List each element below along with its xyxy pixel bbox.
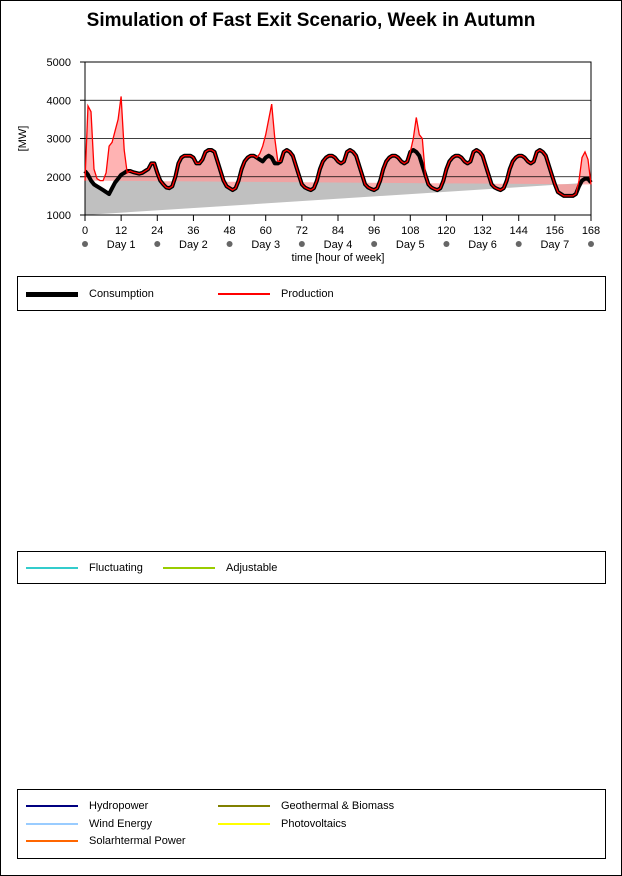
x-tick-label: 156 xyxy=(546,225,564,237)
x-day-label: Day 4 xyxy=(324,239,353,251)
legend-swatch xyxy=(26,567,78,569)
day-boundary-dot xyxy=(371,241,378,247)
x-tick-label: 36 xyxy=(187,225,199,237)
series-line-production xyxy=(84,96,592,197)
x-tick-label: 144 xyxy=(510,225,528,237)
legend-label: Production xyxy=(281,288,334,300)
legend-label: Consumption xyxy=(89,288,154,300)
legend-label: Geothermal & Biomass xyxy=(281,800,395,812)
legend-label: Photovoltaics xyxy=(281,818,347,830)
legend-swatch xyxy=(26,805,78,807)
day-boundary-dot xyxy=(226,241,233,247)
x-day-label: Day 5 xyxy=(396,239,425,251)
legend-panel-3: Hydropower Geothermal & Biomass Wind Energ… xyxy=(17,789,606,859)
x-tick-label: 24 xyxy=(151,225,163,237)
legend-panel-2: Fluctuating Adjustable xyxy=(17,551,606,584)
x-tick-label: 0 xyxy=(82,225,88,237)
y-tick-label: 5000 xyxy=(47,57,71,69)
day-boundary-dot xyxy=(82,241,88,247)
x-tick-label: 96 xyxy=(368,225,380,237)
x-tick-label: 60 xyxy=(260,225,272,237)
day-boundary-dot xyxy=(588,241,594,247)
legend-swatch xyxy=(218,805,270,807)
x-day-label: Day 2 xyxy=(179,239,208,251)
legend-panel-1: Consumption Production xyxy=(17,276,606,311)
y-tick-label: 3000 xyxy=(47,134,71,146)
legend-label: Solarhtermal Power xyxy=(89,835,186,847)
chart-generation-sources: 01000200030004000[MW]0122436486072849610… xyxy=(0,0,622,270)
legend-label: Hydropower xyxy=(89,800,149,812)
legend-label: Fluctuating xyxy=(89,562,143,574)
x-day-label: Day 3 xyxy=(251,239,280,251)
day-boundary-dot xyxy=(154,241,161,247)
x-tick-label: 72 xyxy=(296,225,308,237)
y-axis-label: [MW] xyxy=(17,126,29,152)
x-day-label: Day 1 xyxy=(107,239,136,251)
legend-swatch xyxy=(26,840,78,842)
x-tick-label: 132 xyxy=(473,225,491,237)
legend-swatch xyxy=(218,823,270,825)
x-day-label: Day 6 xyxy=(468,239,497,251)
x-day-label: Day 7 xyxy=(540,239,569,251)
x-tick-label: 84 xyxy=(332,225,344,237)
legend-swatch xyxy=(26,823,78,825)
legend-swatch xyxy=(26,292,78,297)
legend-label: Wind Energy xyxy=(89,818,152,830)
chart-consumption-production: 1000 2000 3000 4000 5000 [MW] 0 12 24 36 48 60 72 84 9… xyxy=(17,57,600,264)
x-tick-label: 120 xyxy=(437,225,455,237)
legend-swatch xyxy=(218,293,270,295)
y-tick-label: 1000 xyxy=(47,210,71,222)
surplus-area xyxy=(85,96,591,196)
x-tick-label: 48 xyxy=(223,225,235,237)
y-tick-label: 2000 xyxy=(47,172,71,184)
x-tick-label: 168 xyxy=(582,225,600,237)
day-boundary-dot xyxy=(515,241,522,247)
legend-swatch xyxy=(163,567,215,569)
x-axis-label: time [hour of week] xyxy=(292,252,385,264)
figure-title: Simulation of Fast Exit Scenario, Week i… xyxy=(86,10,536,31)
x-tick-label: 108 xyxy=(401,225,419,237)
legend-label: Adjustable xyxy=(226,562,278,574)
y-tick-label: 4000 xyxy=(47,95,71,107)
day-boundary-dot xyxy=(443,241,450,247)
day-boundary-dot xyxy=(298,241,305,247)
x-tick-label: 12 xyxy=(115,225,127,237)
